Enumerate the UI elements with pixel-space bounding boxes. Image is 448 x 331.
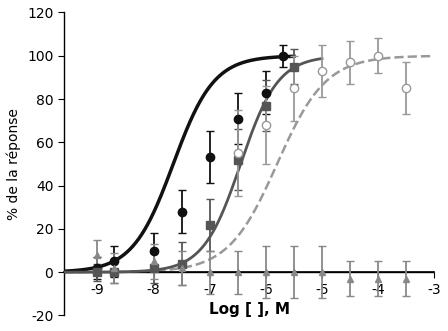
X-axis label: Log [ ], M: Log [ ], M: [208, 302, 289, 317]
Y-axis label: % de la réponse: % de la réponse: [7, 108, 22, 220]
